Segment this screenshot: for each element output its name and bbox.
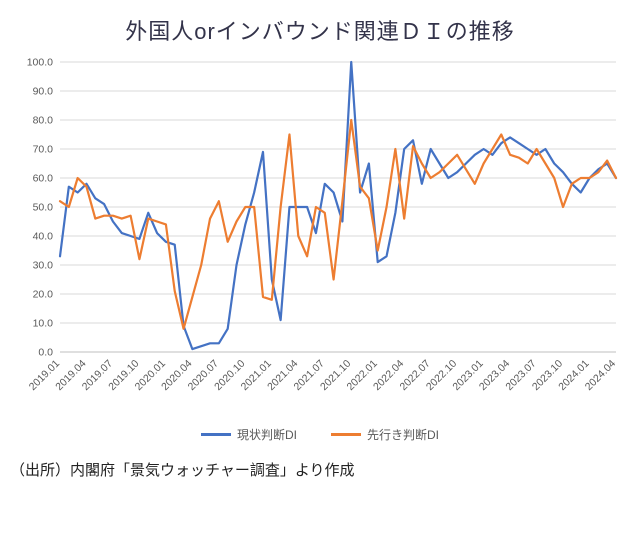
svg-text:30.0: 30.0	[33, 260, 54, 272]
svg-text:60.0: 60.0	[33, 173, 54, 185]
legend-label-current: 現状判断DI	[236, 428, 297, 442]
series-line-current	[58, 60, 618, 351]
legend-label-outlook: 先行き判断DI	[367, 428, 440, 442]
svg-text:20.0: 20.0	[33, 289, 54, 301]
svg-text:90.0: 90.0	[33, 86, 54, 98]
legend-swatch-current-line	[200, 433, 231, 436]
svg-text:10.0: 10.0	[33, 318, 54, 330]
source-note: （出所）内閣府「景気ウォッチャー調査」より作成	[10, 462, 355, 479]
svg-text:100.0: 100.0	[27, 57, 53, 69]
svg-text:80.0: 80.0	[33, 115, 54, 127]
legend-swatch-outlook-line	[331, 433, 361, 436]
svg-text:40.0: 40.0	[33, 231, 54, 243]
legend-item-current: 現状判断DI	[200, 426, 297, 443]
svg-text:70.0: 70.0	[33, 144, 54, 156]
chart-card: 外国人orインバウンド関連ＤＩの推移 0.0 10.0 20.0 30.0 40.0 50…	[0, 19, 640, 443]
legend: 現状判断DI 先行き判断DI	[0, 426, 640, 443]
di-line-chart: 0.0 10.0 20.0 30.0 40.0 50.0 60.0 70.0 80.0 90.0 1…	[27, 57, 619, 393]
x-axis-labels: 2019.012019.042019.072019.102020.012020.…	[27, 358, 618, 393]
chart-title: 外国人orインバウンド関連ＤＩの推移	[125, 19, 515, 44]
series-line-outlook	[58, 118, 618, 330]
y-axis-labels: 0.0 10.0 20.0 30.0 40.0 50.0 60.0 70.0 80.0 90.0 1…	[27, 57, 53, 359]
svg-text:50.0: 50.0	[33, 202, 54, 214]
legend-item-outlook: 先行き判断DI	[331, 426, 439, 443]
series-lines	[58, 60, 618, 351]
svg-text:0.0: 0.0	[38, 347, 53, 359]
